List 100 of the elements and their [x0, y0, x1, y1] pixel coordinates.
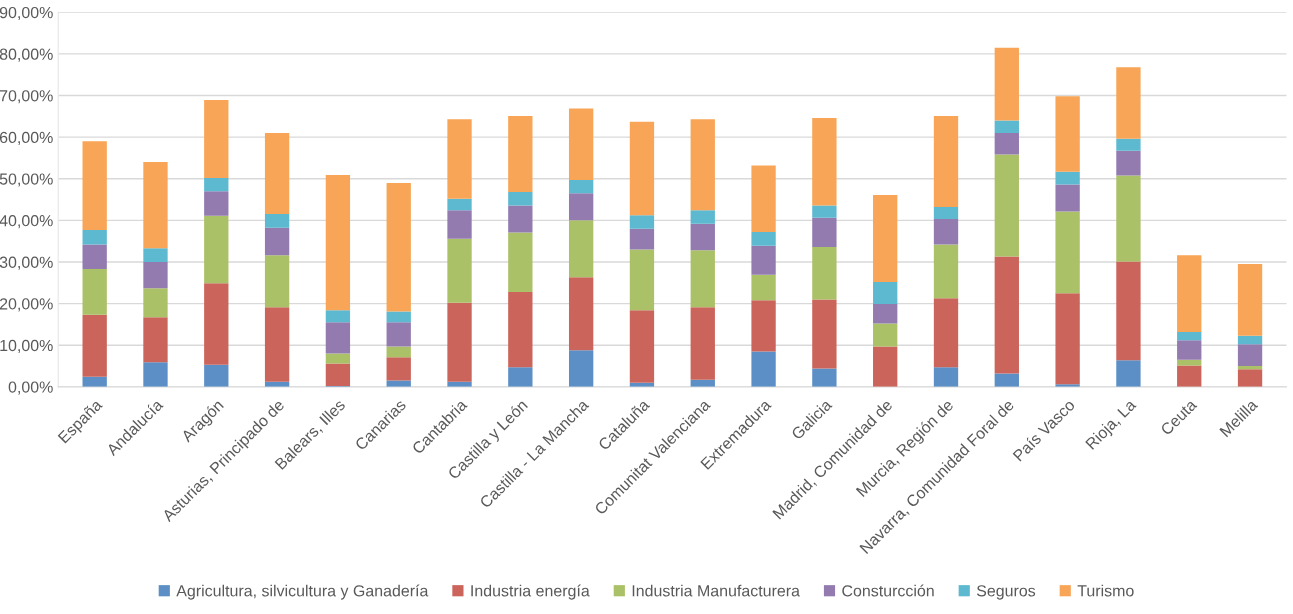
- bar: [568, 193, 594, 221]
- bar: [751, 351, 776, 387]
- bar: [82, 244, 107, 270]
- bar: [143, 317, 168, 363]
- bar: [568, 179, 594, 194]
- bar: [386, 182, 411, 312]
- bar: [82, 141, 107, 230]
- bar: [508, 232, 533, 292]
- y-tick-label: 40,00%: [0, 214, 53, 229]
- y-tick-label: 0,00%: [8, 381, 53, 395]
- bar: [143, 162, 168, 249]
- bar: [690, 210, 715, 224]
- bar: [751, 274, 776, 301]
- bar: [629, 310, 655, 383]
- bar: [751, 300, 776, 352]
- bar: [1055, 171, 1080, 185]
- y-tick-label: 50,00%: [0, 173, 53, 187]
- bar: [812, 205, 837, 218]
- bar: [1237, 264, 1263, 336]
- bar: [1237, 335, 1263, 345]
- y-tick-label: 70,00%: [0, 90, 53, 104]
- bar: [933, 219, 959, 245]
- bar: [1055, 184, 1080, 212]
- bar: [143, 261, 168, 289]
- bar: [812, 299, 837, 369]
- legend-label: Seguros: [976, 585, 1036, 600]
- bar: [568, 108, 594, 180]
- legend-label: Consturcción: [842, 584, 934, 597]
- bar: [508, 291, 533, 368]
- bar: [264, 255, 290, 308]
- bar: [204, 364, 229, 387]
- bar: [386, 322, 411, 347]
- legend-label: Industria energía: [471, 584, 590, 600]
- bar: [325, 353, 351, 364]
- bar: [994, 154, 1019, 257]
- bar: [264, 307, 290, 382]
- bar: [690, 223, 715, 251]
- y-tick-label: 10,00%: [0, 339, 53, 354]
- bar: [1177, 255, 1202, 332]
- bar: [1116, 261, 1141, 361]
- legend-label: Industria Manufacturera: [632, 584, 800, 597]
- bar: [447, 302, 472, 382]
- bar: [386, 357, 411, 381]
- bar: [629, 228, 655, 250]
- bar: [873, 323, 898, 347]
- bar: [325, 363, 351, 386]
- bar: [508, 205, 533, 233]
- bar: [82, 229, 107, 245]
- bar: [690, 307, 715, 380]
- bar: [143, 288, 168, 318]
- bar: [933, 115, 959, 208]
- bar: [204, 177, 229, 192]
- y-tick-label: 30,00%: [0, 256, 53, 270]
- bar: [933, 207, 959, 220]
- bar: [933, 367, 959, 387]
- bar: [994, 256, 1019, 374]
- bar: [690, 250, 715, 308]
- bar: [1116, 175, 1141, 262]
- bar: [82, 314, 107, 377]
- bar: [629, 121, 655, 216]
- y-tick-label: 20,00%: [0, 298, 53, 312]
- bar: [812, 117, 837, 206]
- bar: [812, 246, 837, 300]
- bar: [933, 298, 959, 368]
- bar: [751, 165, 776, 233]
- bar: [508, 192, 533, 206]
- bar: [1116, 150, 1141, 176]
- bar: [812, 368, 837, 387]
- bar: [873, 281, 898, 305]
- bar: [1177, 359, 1202, 366]
- bar: [447, 198, 472, 211]
- bar: [264, 132, 290, 215]
- bar: [1055, 293, 1080, 385]
- bar: [143, 248, 168, 262]
- bar: [508, 115, 533, 193]
- bar: [508, 367, 533, 387]
- bar: [1177, 331, 1202, 341]
- bar: [325, 310, 351, 323]
- bar: [1116, 138, 1141, 151]
- bar: [447, 119, 472, 199]
- bar: [873, 304, 898, 324]
- bar: [690, 119, 715, 211]
- bar: [994, 132, 1019, 155]
- y-tick-label: 80,00%: [0, 48, 53, 62]
- bar: [204, 191, 229, 216]
- bar: [1237, 344, 1263, 367]
- bar: [994, 120, 1019, 133]
- bar: [204, 283, 229, 365]
- y-tick-label: 90,00%: [0, 6, 53, 21]
- bar: [386, 346, 411, 358]
- bar: [325, 322, 351, 354]
- bar: [812, 217, 837, 247]
- bar: [1055, 211, 1080, 294]
- bar: [873, 346, 898, 387]
- bar: [568, 277, 594, 351]
- bar: [933, 244, 959, 299]
- bar: [568, 350, 594, 387]
- bar: [1055, 96, 1080, 172]
- bar: [447, 238, 472, 303]
- bar: [751, 245, 776, 275]
